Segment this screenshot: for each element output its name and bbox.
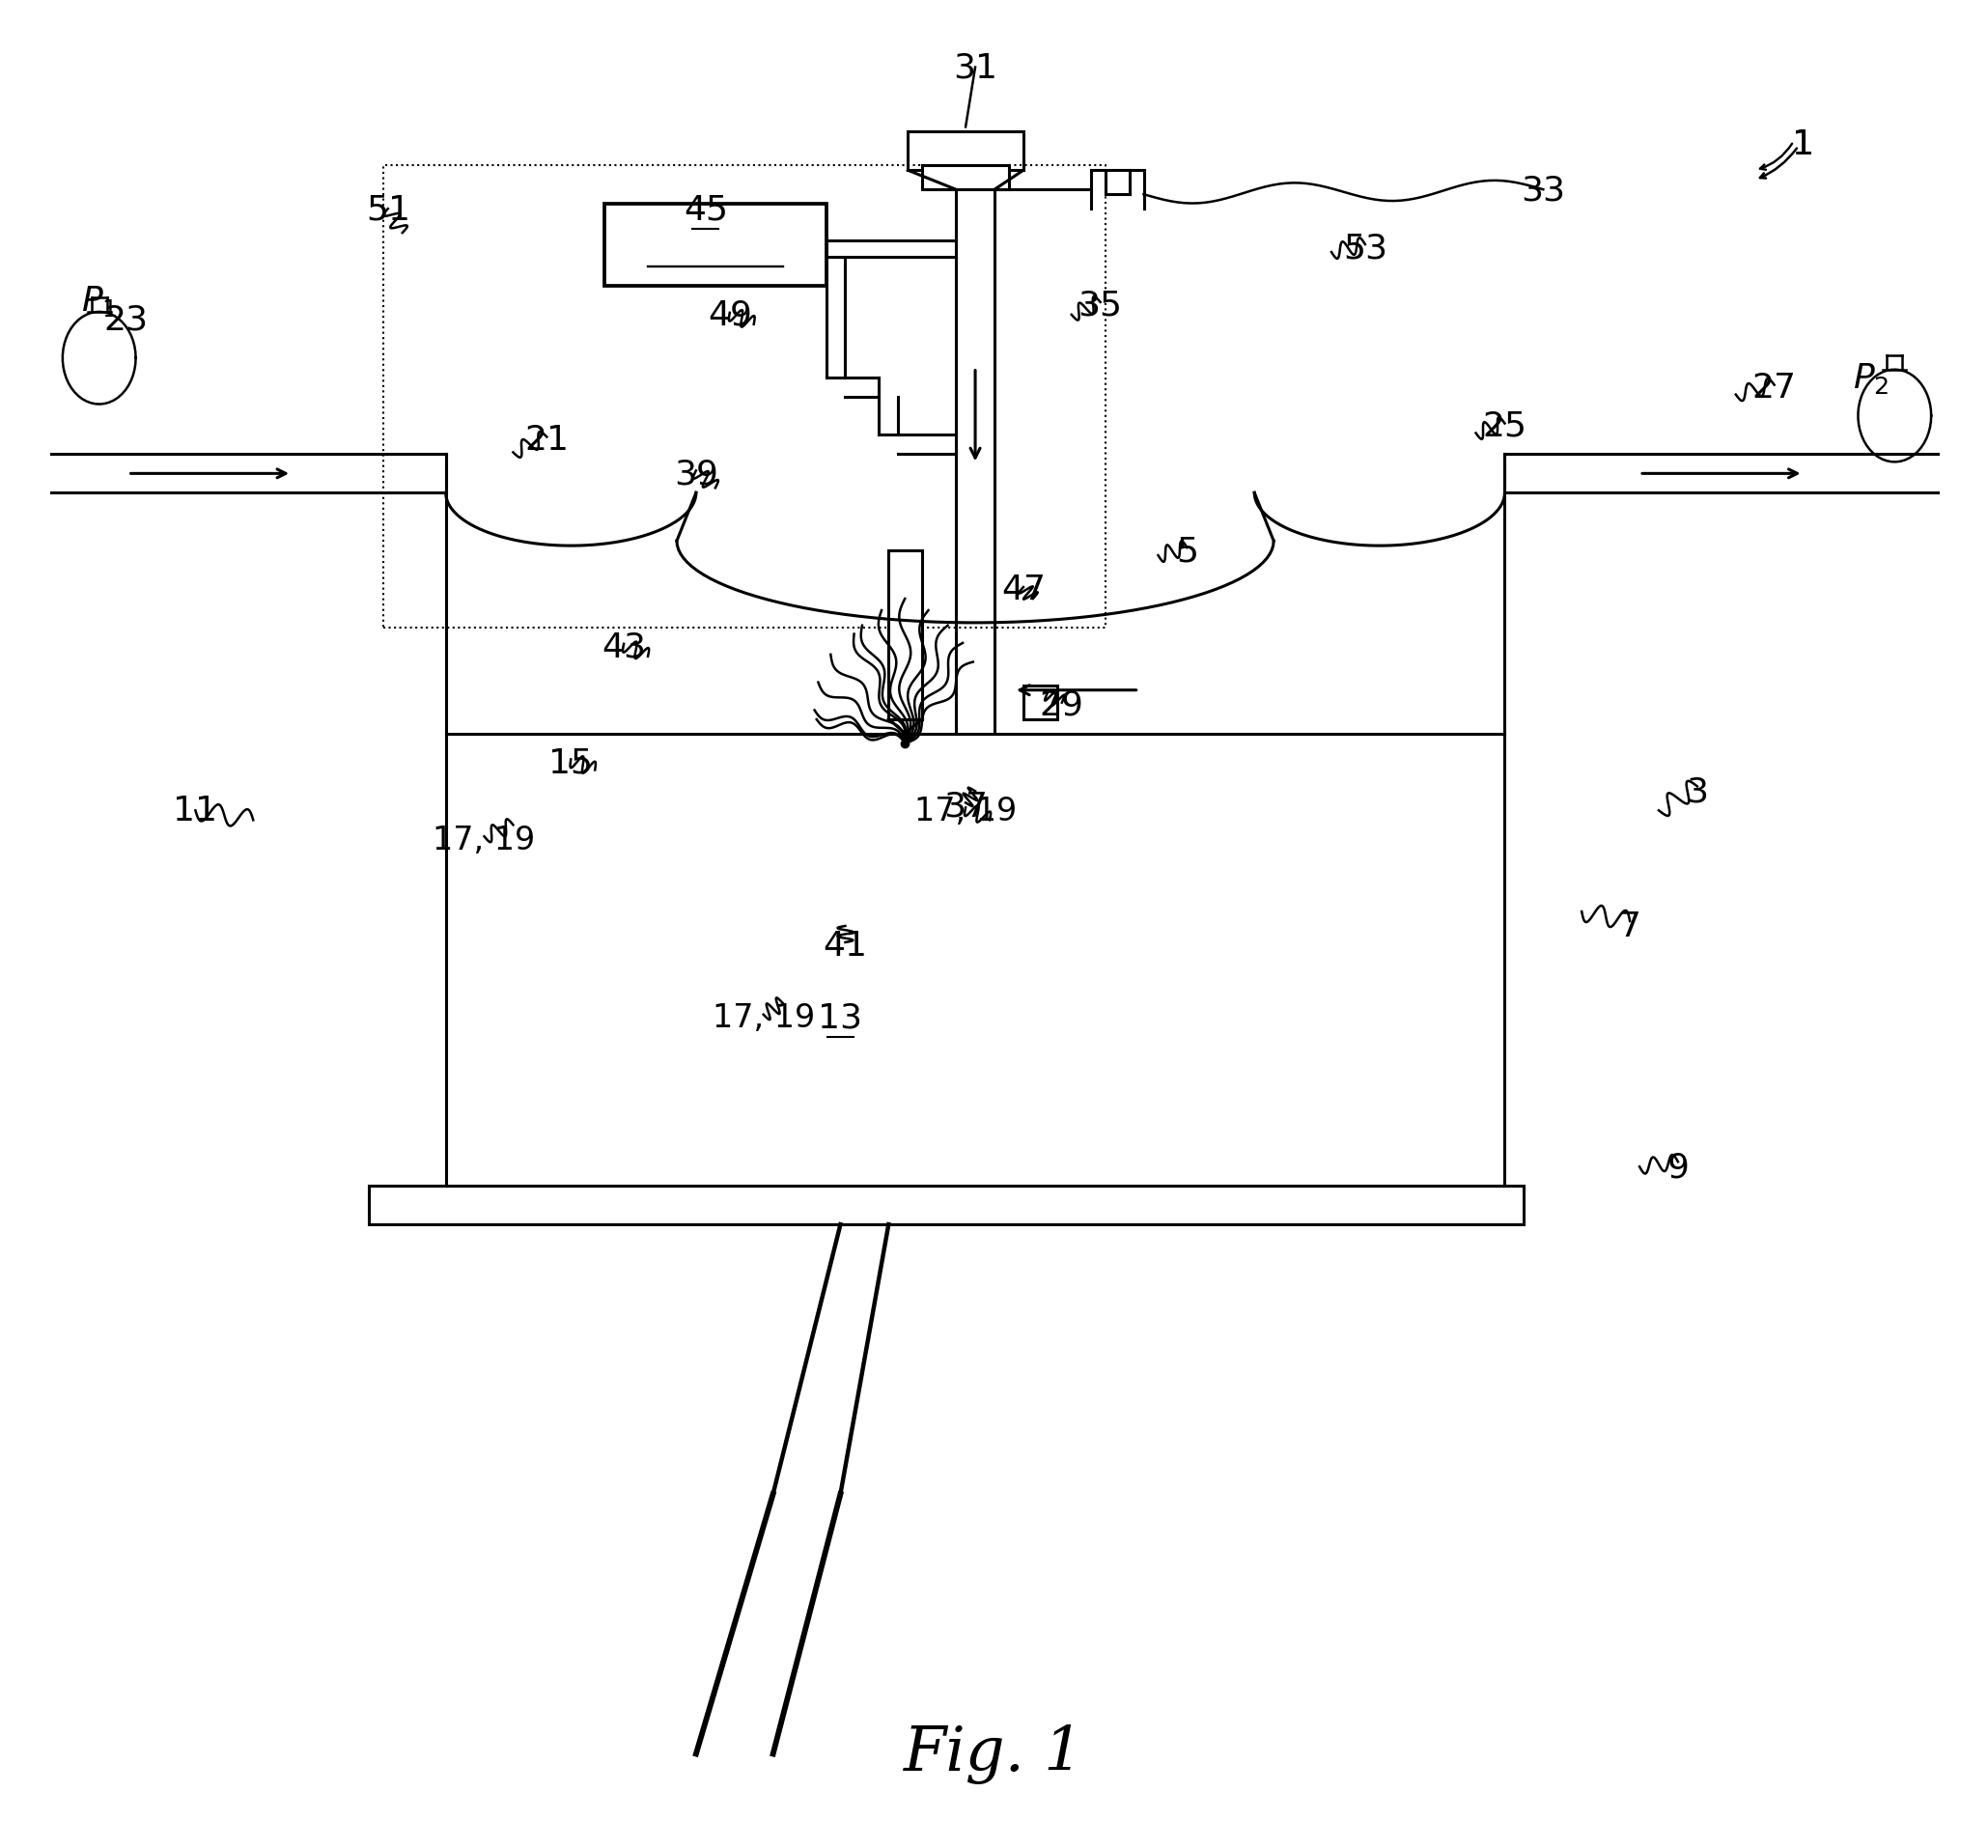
Bar [922,166,1010,190]
Text: 33: 33 [1521,174,1565,207]
Text: 1: 1 [1791,129,1815,161]
Text: $P_2$: $P_2$ [1853,360,1889,395]
Text: 7: 7 [1618,909,1640,942]
Text: 27: 27 [1751,371,1797,405]
Text: 15: 15 [549,747,592,780]
Bar [384,166,1105,628]
Bar [1024,686,1058,719]
Bar [889,551,922,719]
Bar [909,133,1024,172]
Text: 29: 29 [1040,689,1083,721]
Text: 21: 21 [525,423,569,456]
Bar [368,1186,1525,1225]
Text: 5: 5 [1177,534,1199,567]
Text: 17, 19: 17, 19 [914,795,1018,826]
Text: 17, 19: 17, 19 [712,1002,815,1033]
Text: 31: 31 [952,52,998,85]
Text: 45: 45 [684,194,728,225]
Text: 13: 13 [819,1002,863,1035]
Bar [604,205,825,286]
Text: 41: 41 [823,930,867,963]
Text: 53: 53 [1344,231,1388,264]
Text: $P_1$: $P_1$ [82,283,117,318]
Text: 9: 9 [1668,1151,1690,1183]
Text: 11: 11 [173,795,217,828]
Text: 47: 47 [1002,573,1046,606]
Text: 37: 37 [944,789,988,822]
Text: 25: 25 [1483,410,1527,442]
Text: 43: 43 [602,630,646,663]
Text: 35: 35 [1077,290,1123,322]
Text: 1: 1 [1791,129,1815,161]
Text: 3: 3 [1686,776,1708,808]
Text: 49: 49 [708,299,751,333]
Text: 51: 51 [366,194,410,225]
Text: 39: 39 [674,458,718,490]
Text: 23: 23 [103,303,149,336]
Text: 17, 19: 17, 19 [433,824,535,856]
Text: Fig. 1: Fig. 1 [903,1724,1083,1783]
